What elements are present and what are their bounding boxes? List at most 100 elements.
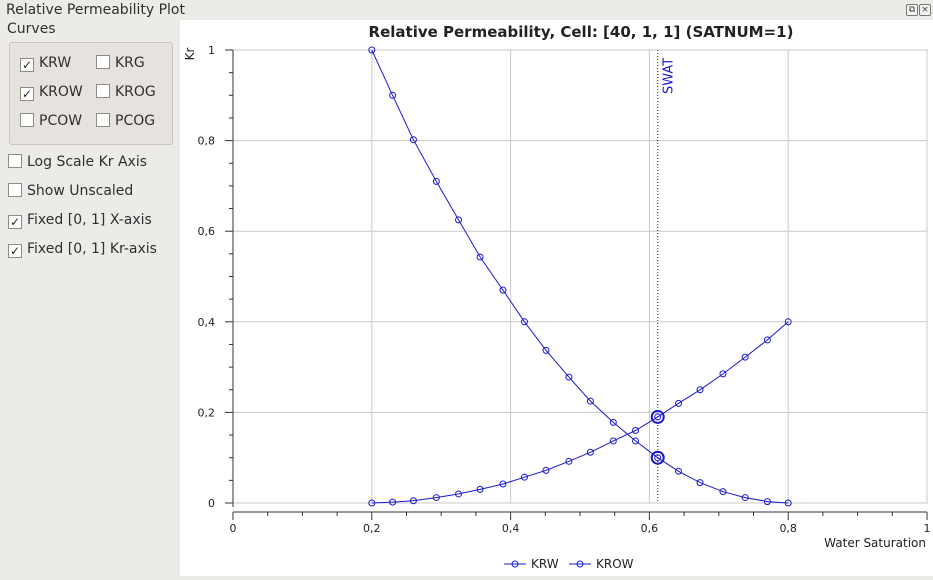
checkbox-krw-box[interactable]: ✓ bbox=[20, 58, 34, 72]
legend-marker-krow bbox=[576, 560, 584, 568]
series-point-krw bbox=[784, 318, 792, 326]
checkbox-fixed-x-axis[interactable]: ✓ Fixed [0, 1] X-axis bbox=[8, 212, 152, 229]
checkbox-fixed-kr-axis[interactable]: ✓ Fixed [0, 1] Kr-axis bbox=[8, 241, 157, 258]
series-point-krow bbox=[455, 216, 463, 224]
series-point-krw bbox=[455, 490, 463, 498]
series-layer: SWAT bbox=[368, 46, 792, 507]
checkbox-krog-box[interactable] bbox=[96, 84, 110, 98]
y-tick-label: 0,6 bbox=[198, 225, 216, 238]
dock-title: Relative Permeability Plot bbox=[6, 2, 185, 18]
rel-perm-chart: Relative Permeability, Cell: [40, 1, 1] … bbox=[183, 23, 931, 571]
curves-group-label: Curves bbox=[7, 21, 56, 37]
series-point-krw bbox=[368, 499, 376, 507]
series-point-krw bbox=[542, 466, 550, 474]
series-point-krow bbox=[675, 467, 683, 475]
series-point-krow bbox=[389, 91, 397, 99]
close-icon[interactable]: × bbox=[919, 4, 931, 16]
y-tick-label: 0,4 bbox=[198, 316, 216, 329]
series-point-krw bbox=[609, 437, 617, 445]
checkbox-log-scale-box[interactable] bbox=[8, 154, 22, 168]
checkbox-fixed-kr-axis-box[interactable]: ✓ bbox=[8, 244, 22, 258]
y-tick-label: 0 bbox=[208, 497, 215, 510]
series-point-krw bbox=[741, 353, 749, 361]
y-tick-label: 0,8 bbox=[198, 135, 216, 148]
checkbox-log-scale[interactable]: Log Scale Kr Axis bbox=[8, 154, 147, 170]
series-point-krw bbox=[389, 498, 397, 506]
y-tick-label: 1 bbox=[208, 44, 215, 57]
swat-marker-label: SWAT bbox=[662, 58, 677, 94]
x-axis-label: Water Saturation bbox=[824, 536, 926, 550]
series-point-krw bbox=[675, 399, 683, 407]
series-line-krow bbox=[371, 49, 789, 504]
series-point-krow bbox=[719, 488, 727, 496]
checkbox-krg-label: KRG bbox=[115, 55, 145, 71]
series-point-krow bbox=[696, 479, 704, 487]
x-tick-label: 0,8 bbox=[779, 522, 797, 535]
series-point-krow bbox=[520, 318, 528, 326]
series-point-krw bbox=[632, 427, 640, 435]
checkbox-krow[interactable]: ✓ KROW bbox=[20, 84, 83, 101]
series-line-krw bbox=[371, 321, 789, 504]
checkbox-pcow-box[interactable] bbox=[20, 113, 34, 127]
series-point-krow bbox=[432, 177, 440, 185]
series-point-krow bbox=[565, 373, 573, 381]
highlight-point-krow bbox=[650, 450, 665, 465]
checkbox-krg[interactable]: KRG bbox=[96, 55, 145, 71]
checkbox-show-unscaled[interactable]: Show Unscaled bbox=[8, 183, 133, 199]
checkbox-krog[interactable]: KROG bbox=[96, 84, 156, 100]
plot-frame bbox=[232, 49, 928, 504]
series-point-krow bbox=[476, 253, 484, 261]
grid bbox=[232, 49, 928, 504]
checkbox-fixed-x-axis-box[interactable]: ✓ bbox=[8, 215, 22, 229]
checkbox-show-unscaled-box[interactable] bbox=[8, 183, 22, 197]
series-point-krw bbox=[719, 370, 727, 378]
checkbox-pcow[interactable]: PCOW bbox=[20, 113, 82, 129]
x-tick-label: 1 bbox=[924, 522, 931, 535]
float-icon[interactable]: ⧉ bbox=[906, 4, 918, 16]
series-point-krw bbox=[696, 386, 704, 394]
plot-area: Relative Permeability, Cell: [40, 1, 1] … bbox=[180, 20, 933, 576]
x-tick-label: 0,4 bbox=[502, 522, 519, 535]
legend-label-krw: KRW bbox=[531, 557, 559, 571]
checkbox-pcog-box[interactable] bbox=[96, 113, 110, 127]
series-point-krw bbox=[499, 480, 507, 488]
checkbox-fixed-kr-axis-label: Fixed [0, 1] Kr-axis bbox=[27, 241, 157, 257]
series-point-krw bbox=[409, 497, 417, 505]
checkbox-krog-label: KROG bbox=[115, 84, 156, 100]
highlight-point-krw bbox=[650, 409, 665, 424]
checkbox-krow-box[interactable]: ✓ bbox=[20, 87, 34, 101]
series-point-krow bbox=[763, 498, 771, 506]
series-point-krw bbox=[763, 336, 771, 344]
y-tick-label: 0,2 bbox=[198, 406, 216, 419]
chart-title: Relative Permeability, Cell: [40, 1, 1] … bbox=[369, 23, 794, 41]
series-point-krow bbox=[609, 418, 617, 426]
checkbox-fixed-x-axis-label: Fixed [0, 1] X-axis bbox=[27, 212, 152, 228]
x-tick-label: 0,2 bbox=[363, 522, 381, 535]
series-point-krw bbox=[654, 413, 662, 421]
checkbox-krow-label: KROW bbox=[39, 84, 83, 100]
series-point-krow bbox=[741, 494, 749, 502]
y-axis-label: Kr bbox=[183, 48, 197, 61]
checkbox-krg-box[interactable] bbox=[96, 55, 110, 69]
checkbox-pcog[interactable]: PCOG bbox=[96, 113, 155, 129]
series-point-krow bbox=[409, 136, 417, 144]
series-point-krow bbox=[586, 397, 594, 405]
series-point-krow bbox=[499, 286, 507, 294]
series-point-krow bbox=[368, 46, 376, 54]
series-point-krw bbox=[565, 457, 573, 465]
x-tick-label: 0 bbox=[230, 522, 237, 535]
checkbox-krw[interactable]: ✓ KRW bbox=[20, 55, 71, 72]
curves-group-box bbox=[9, 42, 173, 145]
x-tick-label: 0,6 bbox=[641, 522, 659, 535]
series-point-krow bbox=[632, 437, 640, 445]
series-point-krow bbox=[784, 499, 792, 507]
series-point-krw bbox=[586, 448, 594, 456]
checkbox-log-scale-label: Log Scale Kr Axis bbox=[27, 154, 148, 170]
series-point-krow bbox=[654, 454, 662, 462]
dock-title-bar: Relative Permeability Plot ⧉ × bbox=[0, 0, 933, 20]
checkbox-pcow-label: PCOW bbox=[39, 113, 83, 129]
legend-marker-krw bbox=[511, 560, 519, 568]
axes: 0 0,2 0,4 0,6 0,8 1 0 0,2 0,4 0,6 0,8 1 bbox=[198, 44, 931, 535]
series-point-krw bbox=[432, 494, 440, 502]
series-point-krw bbox=[520, 473, 528, 481]
